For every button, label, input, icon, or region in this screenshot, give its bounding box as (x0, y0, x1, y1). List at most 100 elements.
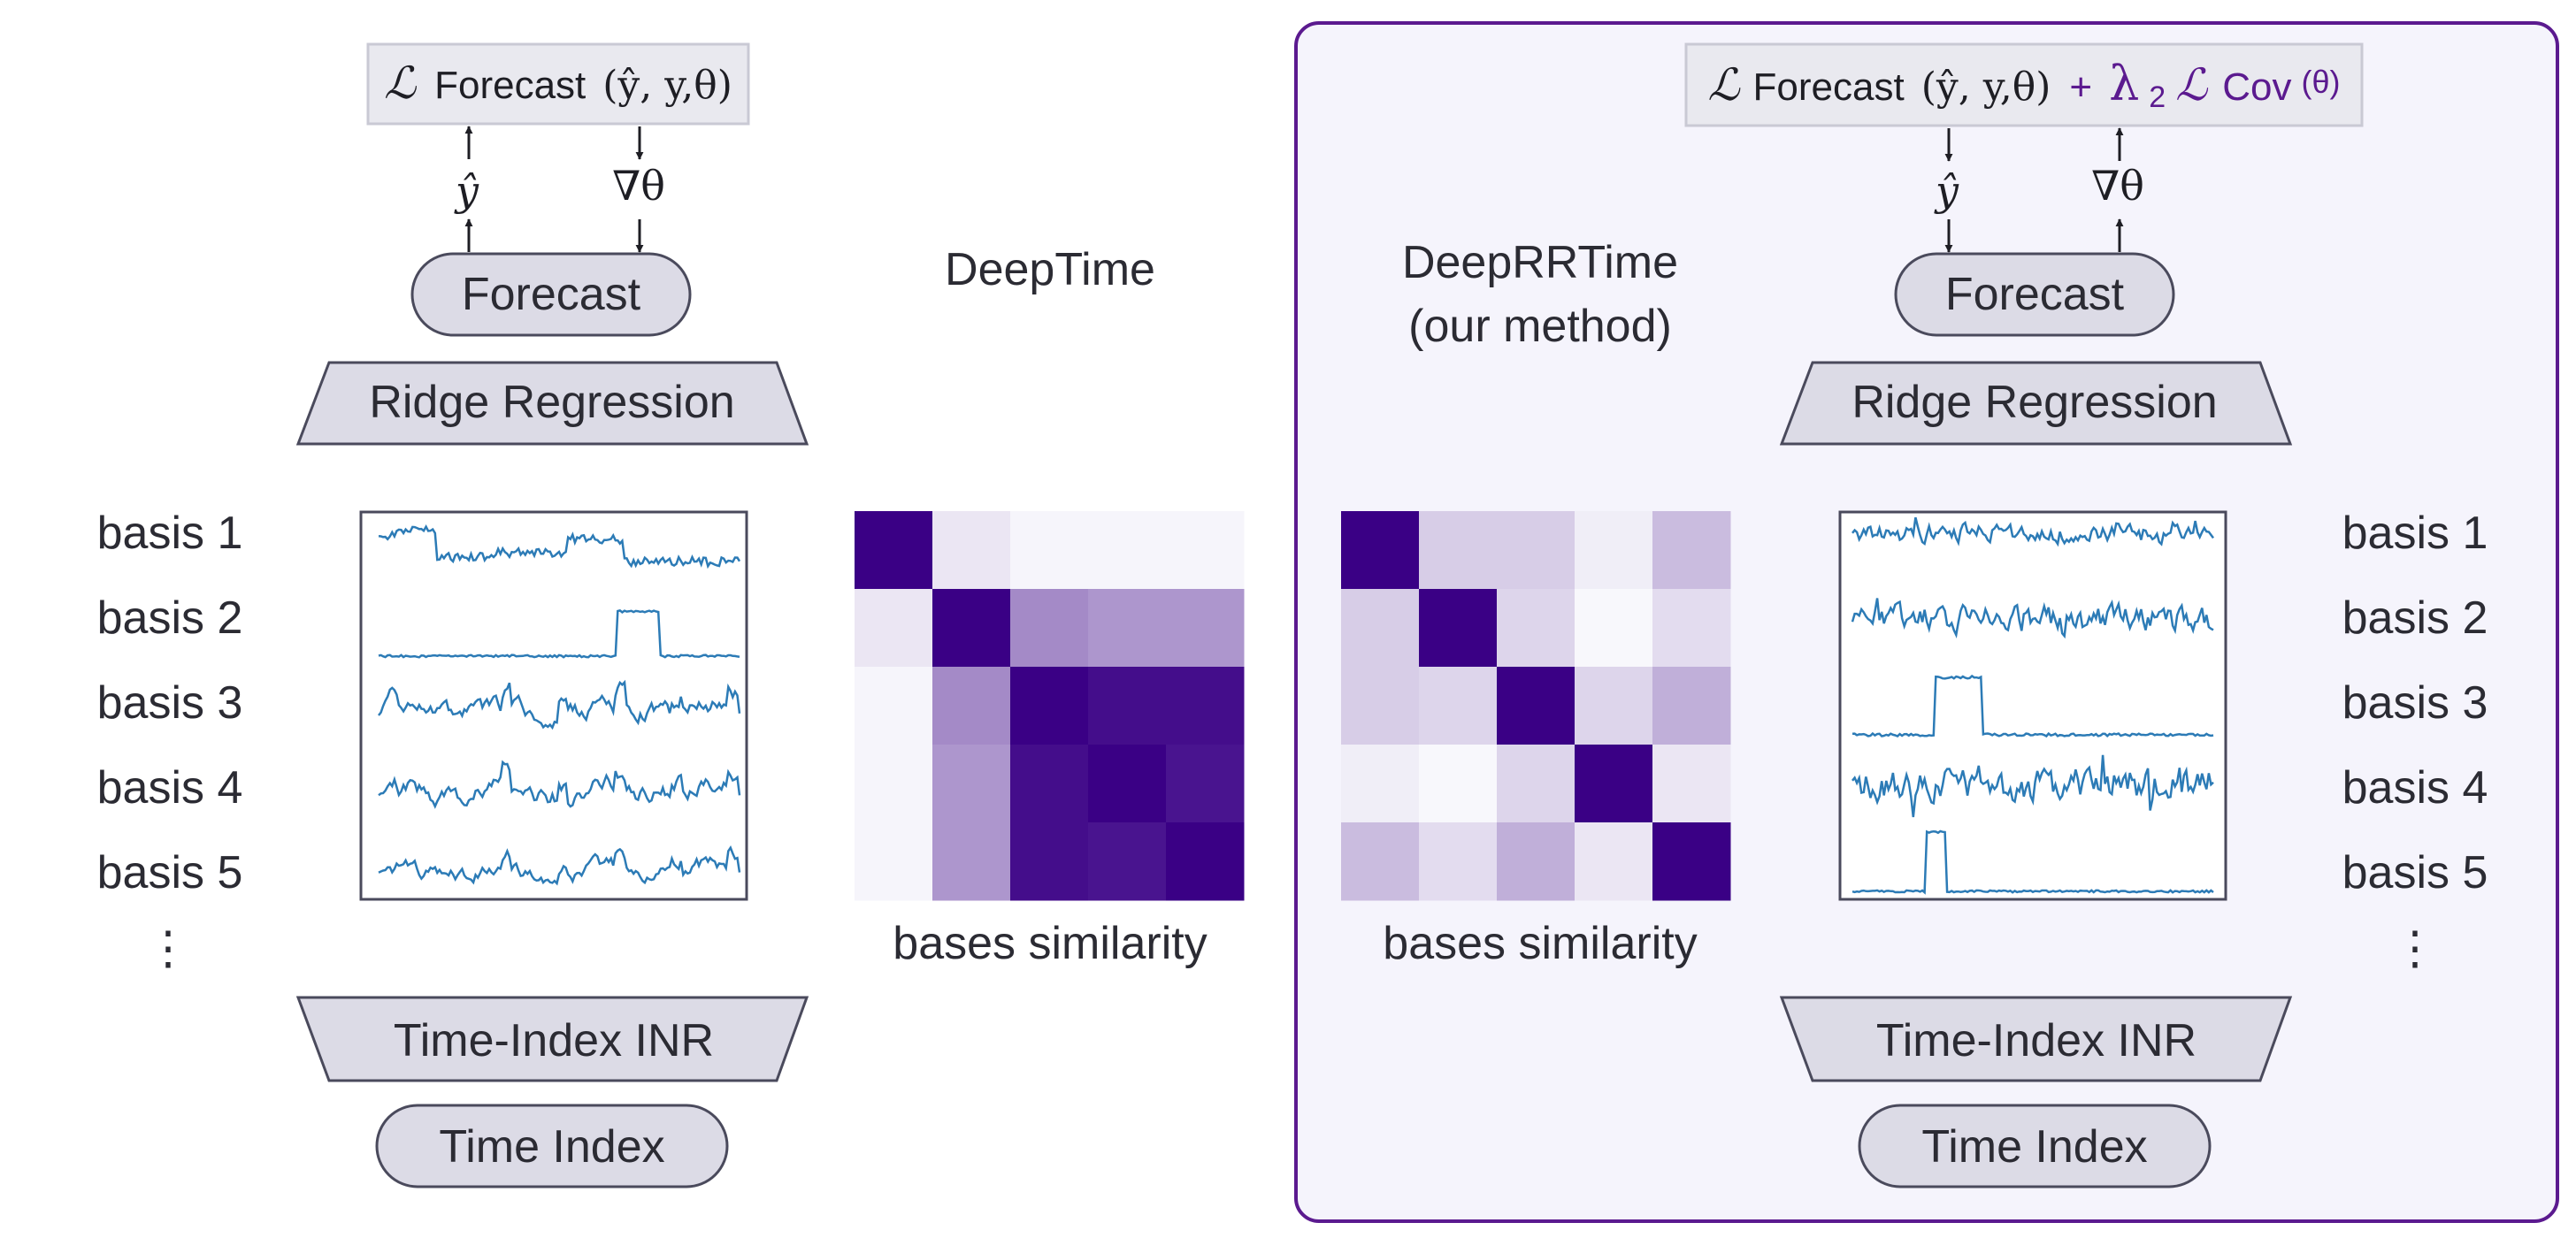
heatmap-cell (1166, 511, 1245, 590)
deeptime-grad: ∇θ (612, 162, 665, 210)
deeptime-time-index-label: Time Index (439, 1121, 664, 1173)
deeprrtime-similarity-label: bases similarity (1383, 918, 1697, 969)
deeptime-similarity-heatmap (855, 511, 1245, 901)
deeptime-yhat: ŷ (454, 167, 479, 215)
heatmap-cell (1497, 511, 1576, 590)
heatmap-cell (1575, 822, 1653, 901)
heatmap-cell (1166, 822, 1245, 901)
basis-curve (378, 609, 740, 659)
heatmap-cell (1652, 589, 1731, 668)
heatmap-cell (1166, 745, 1245, 823)
heatmap-cell (1497, 667, 1576, 745)
heatmap-cell (1419, 822, 1498, 901)
deeptime-basis-curves (378, 523, 741, 886)
heatmap-cell (1575, 511, 1653, 590)
deeprrtime-basis-plot (1838, 510, 2227, 901)
deeprrtime-time-index-node (1858, 1104, 2212, 1188)
deeprrtime-basis-label: basis 1 (2342, 508, 2488, 559)
deeptime-basis-label: basis 5 (97, 847, 243, 898)
deeprrtime-inr-label: Time-Index INR (1876, 1015, 2196, 1066)
heatmap-cell (1341, 822, 1420, 901)
heatmap-cell (1088, 589, 1167, 668)
loss-name: Forecast (1753, 65, 1905, 109)
deeptime-ridge-label: Ridge Regression (369, 377, 734, 428)
heatmap-cell (1652, 667, 1731, 745)
basis-curve (1852, 516, 2215, 547)
loss-symbol: ℒ (384, 57, 417, 109)
deeptime-basis-label: basis 2 (97, 592, 243, 644)
deeptime-basis-label: basis 1 (97, 508, 243, 559)
deeprrtime-ridge-label: Ridge Regression (1852, 377, 2217, 428)
heatmap-cell (1166, 667, 1245, 745)
heatmap-cell (1575, 745, 1653, 823)
deeprrtime-basis-label: basis 4 (2342, 762, 2488, 814)
basis-curve (1851, 598, 2214, 639)
heatmap-cell (1652, 822, 1731, 901)
heatmap-cell (855, 511, 933, 590)
cov-args: (θ) (2301, 64, 2340, 100)
basis-curve (1852, 754, 2214, 818)
heatmap-cell (1497, 822, 1576, 901)
basis-curve (378, 845, 741, 886)
heatmap-cell (1497, 745, 1576, 823)
heatmap-cell (932, 589, 1011, 668)
deeptime-basis-label: basis 4 (97, 762, 243, 814)
basis-curve (1852, 674, 2214, 738)
heatmap-cell (1652, 745, 1731, 823)
heatmap-cell (1010, 667, 1089, 745)
deeprrtime-forecast-node (1894, 252, 2175, 337)
heatmap-cell (932, 511, 1011, 590)
deeptime-inr-node (295, 996, 809, 1082)
loss-args: (ŷ, y,θ) (602, 63, 732, 108)
heatmap-cell (1010, 822, 1089, 901)
deeptime-similarity-label: bases similarity (893, 918, 1207, 969)
heatmap-cell (855, 745, 933, 823)
heatmap-cell (1341, 589, 1420, 668)
deeptime-section: ℒ Forecast (ŷ, y,θ) ŷ ∇θ Forecast Ridge … (97, 42, 1245, 1188)
deeptime-loss-box (366, 42, 750, 126)
deeptime-loss-formula: ℒ Forecast (ŷ, y,θ) (384, 57, 732, 109)
heatmap-cell (1341, 745, 1420, 823)
heatmap-cell (1419, 667, 1498, 745)
heatmap-cell (1010, 745, 1089, 823)
deeprrtime-basis-label: basis 2 (2342, 592, 2488, 644)
deeprrtime-ridge-node (1779, 361, 2293, 446)
basis-curve (1852, 829, 2214, 895)
heatmap-cell (1341, 667, 1420, 745)
deeprrtime-basis-curves (1851, 516, 2215, 895)
heatmap-cell (855, 589, 933, 668)
heatmap-cell (1088, 822, 1167, 901)
deeptime-inr-label: Time-Index INR (394, 1015, 714, 1066)
deeprrtime-loss-formula: ℒ Forecast (ŷ, y,θ) + λ 2 ℒ Cov (θ) (1708, 56, 2341, 116)
cov-name: Cov (2222, 65, 2291, 109)
deeptime-ridge-node (295, 361, 809, 446)
deeptime-forecast-node (410, 252, 692, 337)
heatmap-cell (1575, 667, 1653, 745)
heatmap-cell (1652, 511, 1731, 590)
deeprrtime-title-line1: DeepRRTime (1402, 237, 1678, 288)
deeprrtime-forecast-label: Forecast (1945, 269, 2125, 320)
heatmap-cell (1497, 589, 1576, 668)
heatmap-cell (1088, 745, 1167, 823)
heatmap-cell (1166, 589, 1245, 668)
heatmap-cell (932, 667, 1011, 745)
deeprrtime-time-index-label: Time Index (1921, 1121, 2147, 1173)
deeptime-basis-label: basis 3 (97, 677, 243, 729)
deeprrtime-title-line2: (our method) (1408, 301, 1672, 352)
heatmap-cell (1088, 511, 1167, 590)
deeprrtime-basis-label: basis 3 (2342, 677, 2488, 729)
deeprrtime-similarity-heatmap (1341, 511, 1731, 901)
basis-curve (378, 679, 741, 730)
deeprrtime-section: ℒ Forecast (ŷ, y,θ) + λ 2 ℒ Cov (θ) ŷ ∇θ… (1341, 42, 2488, 1188)
deeprrtime-grad: ∇θ (2091, 162, 2144, 210)
deeprrtime-ellipsis: ⋮ (2392, 923, 2438, 974)
heatmap-cell (1010, 589, 1089, 668)
cov-loss-symbol: ℒ (2175, 59, 2208, 111)
deeprrtime-basis-label: basis 5 (2342, 847, 2488, 898)
heatmap-cell (1010, 511, 1089, 590)
deeprrtime-yhat: ŷ (1934, 167, 1959, 215)
loss-symbol: ℒ (1708, 59, 1741, 111)
heatmap-cell (1341, 511, 1420, 590)
deeptime-ellipsis: ⋮ (145, 923, 191, 974)
